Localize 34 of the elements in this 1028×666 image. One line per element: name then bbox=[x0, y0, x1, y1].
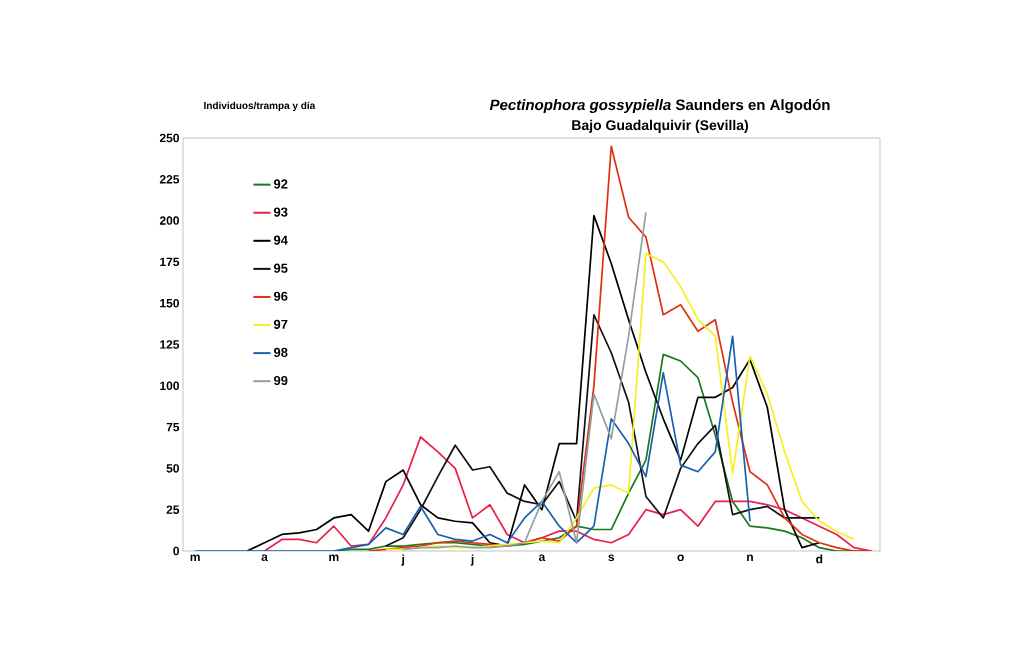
x-tick-label: n bbox=[747, 554, 753, 561]
y-tick-label: 225 bbox=[159, 175, 180, 184]
y-axis-title: Individuos/trampa y día bbox=[204, 101, 316, 112]
legend-label: 94 bbox=[273, 235, 288, 245]
legend-label: 92 bbox=[273, 179, 288, 189]
legend-label: 93 bbox=[273, 207, 288, 217]
x-tick-label: m bbox=[190, 554, 200, 561]
y-tick-label: 25 bbox=[166, 505, 180, 514]
x-tick-label: a bbox=[538, 554, 546, 562]
x-tick-label: d bbox=[816, 554, 823, 564]
y-tick-label: 250 bbox=[159, 133, 179, 143]
x-tick-label: s bbox=[608, 554, 615, 562]
x-tick-label: a bbox=[261, 554, 268, 562]
legend-label: 96 bbox=[273, 291, 288, 301]
y-tick-label: 75 bbox=[166, 422, 180, 432]
legend-label: 98 bbox=[273, 347, 288, 358]
line-series bbox=[402, 211, 647, 551]
x-tick-label: j bbox=[470, 554, 474, 566]
legend-label: 99 bbox=[273, 375, 288, 386]
y-tick-label: 175 bbox=[160, 257, 180, 267]
y-tick-label: 125 bbox=[160, 340, 180, 349]
y-tick-label: 150 bbox=[160, 298, 179, 308]
chart-subtitle: Bajo Guadalquivir (Sevilla) bbox=[572, 119, 748, 133]
y-tick-label: 100 bbox=[160, 381, 179, 391]
chart-title: Pectinophora gossypiella Saunders en Algodón bbox=[489, 98, 830, 114]
y-tick-label: 50 bbox=[166, 464, 179, 473]
x-tick-label: m bbox=[329, 554, 339, 561]
y-tick-label: 0 bbox=[173, 546, 179, 556]
x-tick-label: o bbox=[677, 554, 684, 562]
legend-label: 95 bbox=[273, 263, 288, 273]
x-tick-label: j bbox=[401, 554, 405, 566]
line-series bbox=[367, 145, 873, 551]
y-tick-label: 200 bbox=[159, 216, 179, 225]
legend-label: 97 bbox=[273, 319, 288, 329]
